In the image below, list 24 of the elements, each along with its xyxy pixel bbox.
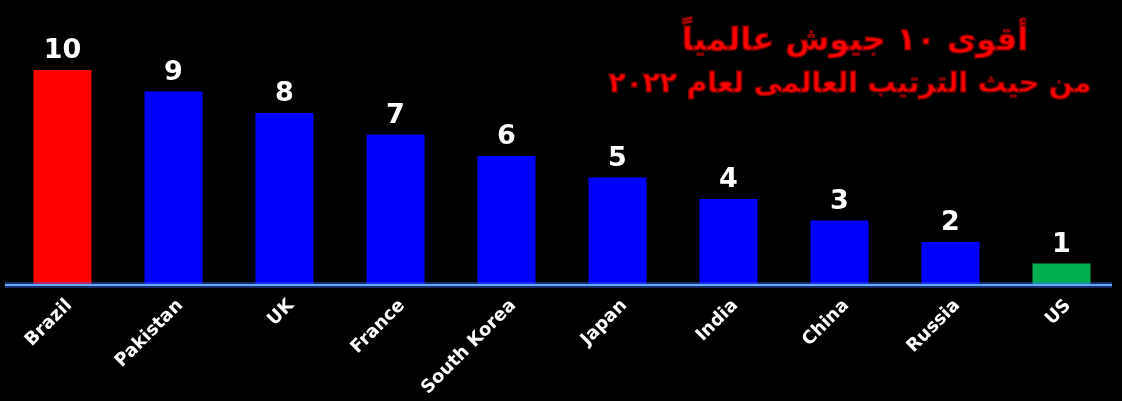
bar <box>699 199 758 285</box>
data-label: 1 <box>1052 226 1071 258</box>
bar <box>144 91 203 285</box>
bar <box>255 113 314 285</box>
chart-title: أقوى ١٠ جيوش عالمياً <box>681 15 1029 58</box>
x-tick-label: UK <box>262 293 299 330</box>
bar <box>33 70 92 285</box>
chart-subtitle: من حيث الترتيب العالمى لعام ٢٠٢٢ <box>608 66 1092 99</box>
data-label: 2 <box>941 205 960 236</box>
bar <box>477 156 536 285</box>
bar <box>810 220 869 285</box>
bar <box>921 242 980 285</box>
data-label: 4 <box>719 162 738 193</box>
data-label: 10 <box>43 33 82 64</box>
bar <box>588 177 647 285</box>
data-label: 5 <box>608 140 627 172</box>
data-label: 8 <box>275 76 294 107</box>
data-label: 6 <box>497 119 516 150</box>
data-label: 7 <box>386 97 405 129</box>
bar <box>366 134 425 285</box>
x-tick-label: US <box>1039 293 1075 329</box>
bar <box>1032 263 1091 285</box>
data-label: 3 <box>830 183 849 215</box>
data-label: 9 <box>164 54 183 86</box>
